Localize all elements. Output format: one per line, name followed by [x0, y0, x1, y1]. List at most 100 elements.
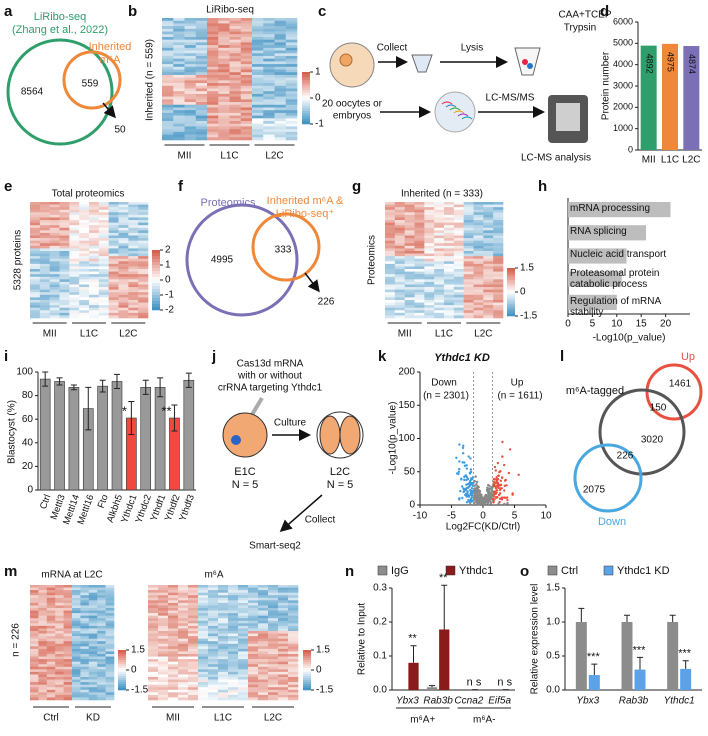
- heatmap-cell: [119, 303, 129, 306]
- x-tick-label: 15: [636, 319, 648, 330]
- heatmap-cell: [238, 588, 248, 591]
- heatmap-cell: [288, 621, 298, 624]
- heatmap-cell: [238, 669, 248, 672]
- heatmap-cell: [188, 616, 198, 619]
- heatmap-cell: [148, 692, 158, 695]
- heatmap-cell: [89, 233, 99, 236]
- heatmap-cell: [434, 202, 444, 205]
- heatmap-cell: [79, 297, 89, 300]
- heatmap-cell: [208, 618, 218, 621]
- colorbar-label: 1.5: [131, 645, 145, 656]
- heatmap-cell: [30, 297, 40, 300]
- heatmap-cell: [128, 310, 138, 313]
- heatmap-cell: [178, 634, 188, 637]
- heatmap-cell: [218, 121, 230, 124]
- heatmap-cell: [218, 613, 228, 616]
- heatmap-cell: [30, 256, 40, 259]
- heatmap-cell: [268, 631, 278, 634]
- heatmap-cell: [196, 80, 208, 83]
- heatmap-cell: [434, 251, 444, 254]
- heatmap-cell: [119, 215, 129, 218]
- heatmap-cell: [278, 646, 288, 649]
- heatmap-cell: [72, 690, 81, 693]
- heatmap-cell: [208, 616, 218, 619]
- heatmap-cell: [89, 282, 99, 285]
- heatmap-cell: [89, 616, 98, 619]
- heatmap-cell: [248, 639, 258, 642]
- heatmap-cell: [89, 598, 98, 601]
- heatmap-cell: [38, 692, 47, 695]
- heatmap-cell: [483, 305, 493, 308]
- heatmap-cell: [230, 56, 242, 59]
- heatmap-cell: [263, 34, 275, 37]
- heatmap-cell: [148, 677, 158, 680]
- heatmap-cell: [38, 659, 47, 662]
- heatmap-cell: [72, 654, 81, 657]
- legend-swatch: [548, 566, 557, 575]
- heatmap-cell: [80, 608, 89, 611]
- heatmap-cell: [385, 303, 395, 306]
- heatmap-cell: [286, 70, 298, 73]
- heatmap-cell: [89, 292, 99, 295]
- heatmap-cell: [60, 284, 70, 287]
- heatmap-cell: [493, 233, 503, 236]
- heatmap-cell: [424, 274, 434, 277]
- heatmap-cell: [464, 215, 474, 218]
- heatmap-cell: [173, 126, 185, 129]
- heatmap-cell: [178, 588, 188, 591]
- heatmap-cell: [30, 593, 39, 596]
- colorbar: [152, 259, 160, 262]
- y-axis-label: Relative to Input: [357, 603, 368, 675]
- heatmap-cell: [128, 269, 138, 272]
- heatmap-cell: [138, 277, 148, 280]
- heatmap-cell: [97, 664, 106, 667]
- heatmap-cell: [64, 631, 73, 634]
- heatmap-cell: [97, 667, 106, 670]
- heatmap-cell: [230, 113, 242, 116]
- heatmap-cell: [454, 238, 464, 241]
- heatmap-cell: [80, 651, 89, 654]
- heatmap-cell: [258, 613, 268, 616]
- volcano-point: [488, 488, 490, 490]
- heatmap-cell: [38, 603, 47, 606]
- heatmap-cell: [218, 634, 228, 637]
- heatmap-cell: [218, 649, 228, 652]
- heatmap-cell: [99, 308, 109, 311]
- heatmap-cell: [99, 305, 109, 308]
- volcano-point: [460, 478, 462, 480]
- heatmap-cell: [454, 274, 464, 277]
- heatmap-cell: [64, 616, 73, 619]
- x-tick-label: L2C: [119, 329, 137, 340]
- heatmap-cell: [47, 692, 56, 695]
- volcano-point: [471, 487, 473, 489]
- heatmap-cell: [207, 37, 219, 40]
- heatmap-cell: [286, 64, 298, 67]
- heatmap-cell: [38, 611, 47, 614]
- heatmap-cell: [138, 223, 148, 226]
- heatmap-cell: [483, 308, 493, 311]
- heatmap-cell: [493, 272, 503, 275]
- x-tick-label: L2C: [265, 151, 283, 162]
- heatmap-cell: [185, 21, 197, 24]
- heatmap-cell: [50, 236, 60, 239]
- heatmap-cell: [385, 313, 395, 316]
- heatmap-cell: [178, 674, 188, 677]
- heatmap-cell: [198, 677, 208, 680]
- heatmap-cell: [258, 697, 268, 700]
- heatmap-cell: [138, 238, 148, 241]
- heatmap-cell: [128, 241, 138, 244]
- heatmap-cell: [138, 254, 148, 257]
- heatmap-cell: [208, 649, 218, 652]
- heatmap-cell: [241, 110, 253, 113]
- heatmap-cell: [185, 23, 197, 26]
- heatmap-cell: [385, 300, 395, 303]
- heatmap-cell: [207, 51, 219, 54]
- heatmap-cell: [424, 228, 434, 231]
- heatmap-cell: [72, 657, 81, 660]
- heatmap-cell: [207, 61, 219, 64]
- heatmap-cell: [434, 238, 444, 241]
- colorbar: [303, 668, 311, 670]
- heatmap-cell: [424, 246, 434, 249]
- heatmap-cell: [444, 274, 454, 277]
- volcano-point: [459, 490, 461, 492]
